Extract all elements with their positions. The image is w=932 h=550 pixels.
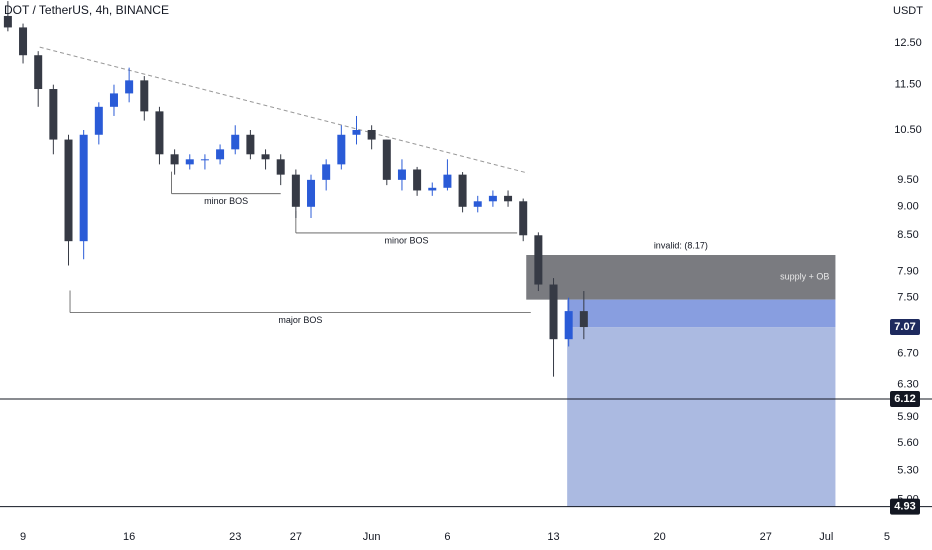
y-tick-label: 7.90 [897,266,918,278]
zone [567,299,836,328]
candle-body [185,159,194,165]
candle-body [276,159,285,175]
bos-label: minor BOS [204,196,248,206]
y-tick-label: 12.50 [894,37,922,49]
candle-body [458,174,467,207]
bos-label: major BOS [278,315,322,325]
candle-body [49,89,58,140]
candle-body [504,195,513,202]
candle-body [428,187,437,191]
price-badge-label: 4.93 [894,501,915,513]
y-tick-label: 5.60 [897,437,918,449]
x-tick-label: 23 [229,531,241,543]
x-tick-label: Jul [819,531,833,543]
candle-body [94,106,103,135]
x-tick-label: 13 [547,531,559,543]
candle-body [534,235,543,285]
candle-body [488,195,497,202]
candle-body [216,149,225,160]
y-tick-label: 10.50 [894,124,922,136]
candle-body [519,201,528,236]
candle-body [155,111,164,155]
price-badge [890,390,920,407]
y-tick-label: 8.50 [897,229,918,241]
candle-body [352,129,361,135]
candle-body [109,93,118,107]
candle-body [322,164,331,180]
y-tick-label: 7.50 [897,292,918,304]
candle-body [291,174,300,207]
candle-body [3,15,12,28]
x-tick-label: Jun [363,531,381,543]
candle-body [125,80,134,94]
candle-body [443,174,452,188]
candle-body [200,159,209,161]
y-tick-label: 6.70 [897,348,918,360]
candle-body [367,129,376,140]
x-axis-area [0,521,932,550]
x-tick-label: 20 [653,531,665,543]
price-badge [890,498,920,515]
price-badge-label: 7.07 [894,321,915,333]
zone-label: supply + OB [780,272,829,282]
y-unit: USDT [893,5,923,17]
candle-body [337,134,346,165]
x-tick-label: 27 [290,531,302,543]
zone [526,255,836,300]
x-tick-label: 16 [123,531,135,543]
candle-body [579,311,588,328]
chart-title: DOT / TetherUS, 4h, BINANCE [4,3,169,17]
candle-body [34,55,43,90]
price-badge [890,319,920,336]
y-tick-label: 11.50 [895,79,922,91]
candle-body [382,139,391,180]
candle-body [413,169,422,191]
zone-caption: invalid: (8.17) [654,240,708,250]
y-tick-label: 5.30 [897,465,918,477]
candle-body [79,134,88,242]
candle-body [64,139,73,242]
bos-label: minor BOS [384,235,428,245]
x-tick-label: 5 [884,531,890,543]
candle-body [246,134,255,155]
candle-body [307,179,316,207]
x-tick-label: 6 [444,531,450,543]
candle-body [397,169,406,180]
candle-body [170,154,179,165]
candle-body [473,201,482,207]
x-tick-label: 9 [20,531,26,543]
candle-body [140,80,149,112]
trendline [39,46,528,174]
candle-body [19,27,28,56]
zone [567,327,836,507]
x-tick-label: 27 [760,531,772,543]
candle-body [261,154,270,160]
y-tick-label: 6.30 [897,378,918,390]
y-tick-label: 9.50 [897,174,918,186]
y-tick-label: 5.90 [897,411,918,423]
y-tick-label: 9.00 [897,201,918,213]
candle-body [549,284,558,340]
candle-body [564,311,573,340]
candle-body [231,134,240,150]
price-badge-label: 6.12 [894,393,915,405]
